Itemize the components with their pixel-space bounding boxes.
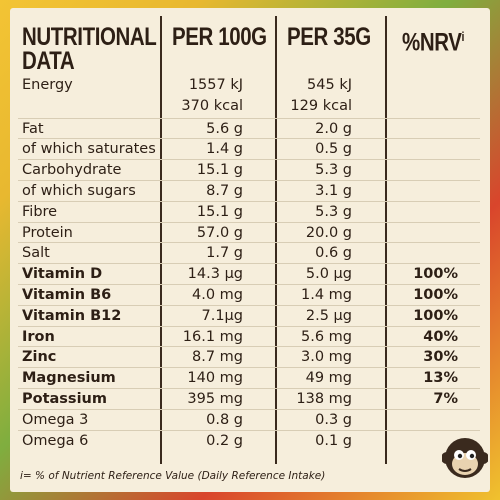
- header-per100: PER 100G: [172, 23, 267, 51]
- row-label: of which saturates: [22, 141, 156, 158]
- row-separator: [18, 200, 480, 202]
- column-divider: [275, 16, 277, 464]
- per100-value: 16.1 mg: [182, 328, 243, 345]
- per100-value: 15.1 g: [196, 162, 243, 179]
- row-separator: [18, 221, 480, 223]
- nrv-value: 13%: [423, 370, 458, 387]
- nrv-value: 40%: [423, 328, 458, 345]
- per100-value: 15.1 g: [196, 203, 243, 220]
- per35-value: 20.0 g: [305, 224, 352, 241]
- per100-value: 0.2 g: [206, 432, 243, 449]
- nrv-value: 100%: [413, 287, 458, 303]
- row-separator: [18, 242, 480, 244]
- per35-value: 545 kJ: [307, 77, 352, 93]
- per100-value: 5.6 g: [206, 120, 243, 137]
- row-separator: [18, 180, 480, 181]
- per100-value: 1557 kJ: [188, 77, 243, 93]
- per35-value: 3.1 g: [315, 183, 352, 199]
- column-divider: [160, 16, 162, 464]
- row-separator: [18, 263, 480, 265]
- row-label: Potassium: [22, 391, 107, 407]
- row-separator: [18, 325, 480, 327]
- nrv-text: %NRV: [402, 28, 462, 57]
- nrv-value: 100%: [413, 307, 458, 324]
- row-separator: [18, 138, 480, 140]
- header-nrv: %NRVi: [402, 25, 465, 57]
- per35-value: 49 mg: [305, 370, 352, 387]
- row-separator: [18, 284, 480, 285]
- per100-value: 7.1µg: [201, 307, 244, 324]
- row-label: Protein: [22, 224, 73, 241]
- per35-value: 0.1 g: [315, 432, 352, 449]
- per35-value: 2.5 µg: [305, 307, 352, 324]
- row-label: Iron: [22, 328, 55, 345]
- per100-value: 4.0 mg: [192, 287, 243, 303]
- nutrition-panel: NUTRITIONAL DATA PER 100G PER 35G %NRVi E…: [10, 8, 490, 492]
- nrv-value: 100%: [413, 266, 458, 283]
- row-label: Vitamin B12: [22, 307, 122, 324]
- nrv-value: 30%: [423, 349, 458, 366]
- row-label: Vitamin B6: [22, 287, 112, 303]
- row-separator: [18, 388, 480, 389]
- per100-value: 370 kcal: [181, 97, 243, 114]
- footnote: i= % of Nutrient Reference Value (Daily …: [20, 470, 326, 482]
- row-separator: [18, 429, 480, 431]
- header-title-line: DATA: [22, 47, 75, 75]
- per35-value: 5.3 g: [315, 162, 352, 179]
- row-label: Omega 3: [22, 411, 89, 428]
- per35-value: 2.0 g: [315, 120, 352, 137]
- row-label: Salt: [22, 245, 50, 262]
- per35-value: 129 kcal: [290, 97, 352, 114]
- row-separator: [18, 304, 480, 306]
- per35-value: 0.5 g: [315, 141, 352, 158]
- column-divider: [385, 16, 387, 464]
- header-title-line: NUTRITIONAL: [22, 23, 157, 51]
- nrv-value: 7%: [433, 391, 458, 407]
- row-separator: [18, 367, 480, 369]
- row-label: Omega 6: [22, 432, 89, 449]
- row-separator: [18, 408, 480, 410]
- monkey-icon: [442, 438, 488, 478]
- per35-value: 3.0 mg: [301, 349, 352, 366]
- row-label: Fibre: [22, 203, 58, 220]
- row-separator: [18, 346, 480, 348]
- per35-value: 5.6 mg: [301, 328, 352, 345]
- row-label: Vitamin D: [22, 266, 103, 283]
- per35-value: 0.6 g: [315, 245, 352, 262]
- row-label: Zinc: [22, 349, 57, 366]
- per35-value: 1.4 mg: [301, 287, 352, 303]
- row-label: Carbohydrate: [22, 162, 122, 179]
- nrv-mark: i: [461, 29, 465, 44]
- header-per35: PER 35G: [287, 23, 371, 51]
- row-label: Energy: [22, 77, 73, 93]
- per100-value: 14.3 µg: [187, 266, 243, 283]
- per35-value: 0.3 g: [315, 411, 352, 428]
- row-label: of which sugars: [22, 183, 136, 199]
- row-separator: [18, 117, 480, 119]
- per35-value: 5.0 µg: [305, 266, 352, 283]
- per100-value: 140 mg: [187, 370, 243, 387]
- per100-value: 8.7 mg: [192, 349, 243, 366]
- per35-value: 138 mg: [296, 391, 352, 407]
- header-title: NUTRITIONAL DATA: [22, 23, 157, 75]
- per100-value: 1.7 g: [206, 245, 243, 262]
- per100-value: 57.0 g: [196, 224, 243, 241]
- per100-value: 395 mg: [187, 391, 243, 407]
- per100-value: 1.4 g: [206, 141, 243, 158]
- row-label: Fat: [22, 120, 44, 137]
- row-separator: [18, 159, 480, 161]
- row-label: Magnesium: [22, 370, 116, 387]
- per100-value: 8.7 g: [206, 183, 243, 199]
- per35-value: 5.3 g: [315, 203, 352, 220]
- per100-value: 0.8 g: [206, 411, 243, 428]
